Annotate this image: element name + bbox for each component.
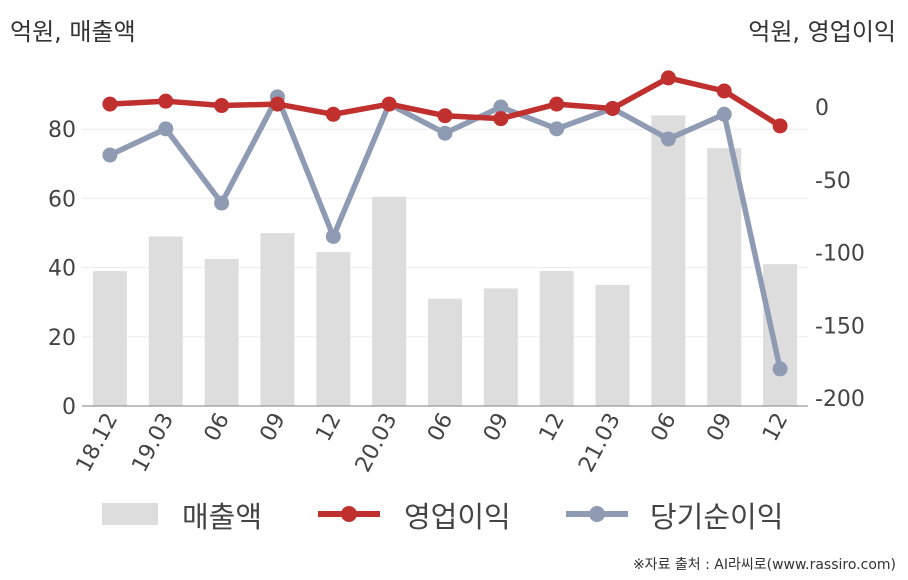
x-tick-label: 12 <box>535 409 570 445</box>
operating-income-point <box>381 96 397 112</box>
sales-bar <box>428 298 462 406</box>
right-tick-label: -100 <box>815 242 865 267</box>
legend-swatch-sales <box>102 503 158 525</box>
left-tick-label: 60 <box>48 187 76 212</box>
x-tick-label: 06 <box>200 409 235 445</box>
net-income-point <box>158 121 174 137</box>
x-tick-label: 19.03 <box>127 409 179 476</box>
net-income-point <box>437 125 453 141</box>
operating-income-point <box>716 83 732 99</box>
sales-bar <box>92 271 127 406</box>
sales-bar <box>483 288 518 406</box>
operating-income-point <box>325 106 341 122</box>
x-tick-label: 12 <box>758 409 793 445</box>
net-income-point <box>716 106 732 122</box>
sales-bar <box>595 284 630 406</box>
operating-income-point <box>437 108 453 124</box>
sales-bar <box>260 233 295 406</box>
sales-bar <box>148 236 183 406</box>
operating-income-point <box>772 118 788 134</box>
operating-income-point <box>269 96 285 112</box>
legend-swatch-net <box>566 506 628 522</box>
x-tick-label: 09 <box>256 409 291 445</box>
net-income-point <box>214 195 230 211</box>
right-axis-title: 억원, 영업이익 <box>748 18 896 46</box>
right-tick-label: -150 <box>815 314 865 339</box>
sales-bar <box>651 115 686 407</box>
operating-income-point <box>549 96 565 112</box>
x-tick-label: 06 <box>423 409 458 445</box>
x-tick-label: 09 <box>479 409 514 445</box>
x-tick-label: 18.12 <box>72 409 124 476</box>
left-axis-title: 억원, 매출액 <box>10 18 136 46</box>
net-income-point <box>102 147 118 163</box>
net-income-point <box>772 361 788 377</box>
operating-income-point <box>102 96 118 112</box>
left-tick-label: 20 <box>48 326 76 351</box>
operating-income-point <box>660 70 676 86</box>
sales-bar <box>204 258 239 406</box>
net-income-point <box>493 99 509 115</box>
sales-bar <box>707 148 742 407</box>
sales-bar <box>372 196 407 406</box>
operating-income-point <box>605 100 621 116</box>
operating-income-point <box>493 111 509 127</box>
right-tick-label: -50 <box>815 169 851 194</box>
x-tick-label: 21.03 <box>574 409 626 476</box>
operating-income-point <box>158 93 174 109</box>
legend-label-operating: 영업이익 <box>404 500 511 534</box>
net-income-point <box>325 228 341 244</box>
right-tick-label: -200 <box>815 387 865 412</box>
x-tick-label: 06 <box>646 409 681 445</box>
left-tick-label: 0 <box>62 395 76 420</box>
legend-swatch-operating <box>318 506 380 522</box>
x-tick-label: 20.03 <box>351 409 403 476</box>
operating-income-point <box>214 98 230 114</box>
x-tick-label: 09 <box>702 409 737 445</box>
left-tick-label: 40 <box>48 257 76 282</box>
sales-bar <box>316 252 351 406</box>
net-income-point <box>549 121 565 137</box>
right-tick-label: 0 <box>815 96 829 121</box>
left-tick-label: 80 <box>48 118 76 143</box>
net-income-point <box>660 131 676 147</box>
x-tick-label: 12 <box>311 409 346 445</box>
source-note: ※자료 출처 : AI라씨로(www.rassiro.com) <box>632 557 896 573</box>
legend-label-net: 당기순이익 <box>650 500 784 534</box>
sales-bar <box>763 264 798 406</box>
sales-bar <box>539 271 574 406</box>
legend-label-sales: 매출액 <box>182 500 263 534</box>
